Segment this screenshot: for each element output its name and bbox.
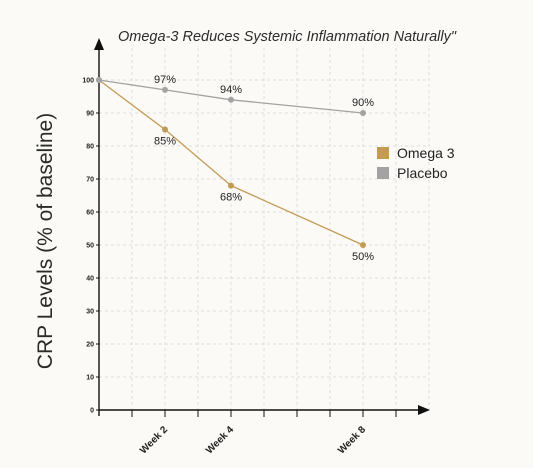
series-line	[98, 79, 364, 246]
y-tick-label: 90	[86, 111, 94, 118]
legend-label: Omega 3	[397, 145, 455, 161]
chart-title: Omega-3 Reduces Systemic Inflammation Na…	[118, 29, 457, 45]
x-tick-label: Week 2	[138, 424, 170, 456]
legend-swatch	[377, 167, 389, 179]
data-label: 90%	[352, 97, 374, 109]
data-point	[96, 77, 102, 83]
axes	[94, 38, 430, 417]
y-tick-label: 40	[86, 276, 94, 283]
y-tick-label: 60	[86, 210, 94, 217]
data-point	[360, 110, 366, 116]
y-tick-label: 10	[86, 375, 94, 382]
data-label: 97%	[154, 74, 176, 86]
data-label: 94%	[220, 84, 242, 96]
data-label: 68%	[220, 192, 242, 204]
series: 85% 68% 50% 97% 94% 90%	[96, 74, 374, 263]
grid	[99, 48, 430, 410]
data-label: 85%	[154, 136, 176, 148]
x-axis-arrow	[418, 405, 430, 415]
y-tick-label: 80	[86, 144, 94, 151]
data-point	[228, 96, 234, 103]
y-tick-label: 0	[90, 408, 94, 415]
y-tick-label: 100	[82, 78, 94, 85]
y-tick-label: 20	[86, 342, 94, 349]
y-ticks: 0 10 20 30 40 50 60 70 80 90 100	[82, 78, 99, 415]
data-label: 50%	[352, 251, 374, 263]
legend-label: Placebo	[397, 165, 448, 181]
data-point	[162, 86, 168, 93]
series-line	[98, 79, 364, 114]
legend-swatch	[377, 147, 389, 159]
x-tick-label: Week 4	[204, 424, 236, 456]
y-tick-label: 50	[86, 243, 94, 250]
y-axis-label: CRP Levels (% of baseline)	[34, 113, 57, 369]
series-omega-3: 85% 68% 50%	[96, 77, 374, 263]
y-tick-label: 30	[86, 309, 94, 316]
data-point	[360, 242, 366, 248]
x-tick-label: Week 8	[336, 424, 368, 456]
y-axis-arrow	[94, 38, 104, 50]
series-placebo: 97% 94% 90%	[96, 74, 374, 116]
legend: Omega 3 Placebo	[377, 145, 455, 181]
x-ticks: Week 2 Week 4 Week 8	[138, 424, 368, 456]
data-point	[228, 182, 234, 189]
y-tick-label: 70	[86, 177, 94, 184]
data-point	[162, 126, 168, 133]
